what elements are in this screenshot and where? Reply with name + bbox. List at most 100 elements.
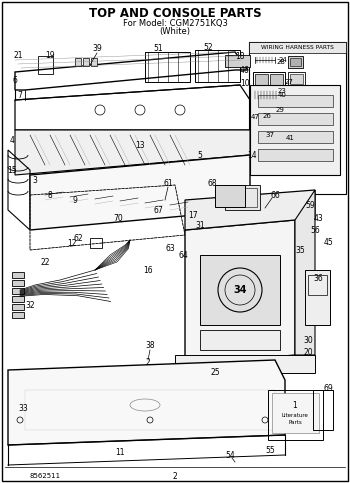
Text: 21: 21: [13, 51, 23, 59]
Bar: [258, 113, 333, 125]
Bar: [287, 120, 305, 134]
Polygon shape: [15, 130, 250, 175]
Text: Parts: Parts: [288, 420, 302, 425]
Text: 14: 14: [247, 151, 257, 159]
Text: 8562511: 8562511: [30, 473, 61, 479]
Bar: [268, 390, 323, 440]
Bar: [200, 330, 280, 350]
Text: 9: 9: [72, 196, 77, 204]
Text: 69: 69: [323, 384, 333, 393]
Text: 24: 24: [279, 57, 287, 63]
Text: 13: 13: [135, 141, 145, 150]
Bar: [215, 185, 245, 207]
Text: 20: 20: [303, 347, 313, 356]
Bar: [305, 270, 330, 325]
Text: 1: 1: [293, 400, 297, 410]
Bar: [12, 288, 24, 294]
Text: 47: 47: [251, 114, 259, 120]
Bar: [255, 105, 273, 114]
Bar: [38, 56, 53, 74]
Text: 45: 45: [323, 238, 333, 246]
Text: 26: 26: [262, 113, 272, 119]
Text: 41: 41: [286, 135, 294, 141]
Bar: [288, 72, 305, 86]
Bar: [75, 58, 81, 66]
Text: 30: 30: [303, 336, 313, 344]
Polygon shape: [185, 220, 295, 365]
Bar: [289, 122, 303, 132]
Bar: [253, 91, 277, 99]
Text: 23: 23: [278, 88, 286, 94]
Bar: [290, 58, 301, 66]
Bar: [200, 255, 280, 325]
Text: 46: 46: [240, 66, 250, 74]
Bar: [12, 272, 24, 278]
Bar: [225, 55, 250, 67]
Text: (White): (White): [160, 27, 190, 35]
Bar: [228, 188, 257, 207]
Bar: [313, 390, 333, 430]
Text: 7: 7: [18, 90, 22, 99]
Text: 35: 35: [295, 245, 305, 255]
Bar: [255, 74, 268, 90]
Text: 17: 17: [188, 211, 198, 219]
Bar: [12, 280, 24, 286]
Text: 2: 2: [146, 357, 150, 367]
Text: 3: 3: [33, 175, 37, 185]
Text: 5: 5: [197, 151, 202, 159]
Bar: [249, 42, 346, 194]
Text: 32: 32: [25, 300, 35, 310]
Bar: [288, 56, 303, 68]
Text: 2: 2: [173, 471, 177, 481]
Bar: [25, 390, 275, 430]
Text: 28: 28: [276, 59, 286, 65]
Text: 56: 56: [310, 226, 320, 235]
Text: 27: 27: [285, 79, 293, 85]
Bar: [272, 122, 282, 129]
Polygon shape: [295, 190, 315, 355]
Text: 43: 43: [313, 213, 323, 223]
Bar: [272, 393, 319, 433]
Bar: [195, 50, 240, 82]
Bar: [270, 120, 284, 131]
Text: 36: 36: [313, 273, 323, 283]
Bar: [258, 149, 333, 161]
Text: 37: 37: [266, 132, 274, 138]
Bar: [253, 103, 275, 116]
Text: 34: 34: [233, 285, 247, 295]
Text: 6: 6: [13, 75, 18, 85]
Bar: [258, 131, 333, 143]
Text: 64: 64: [178, 251, 188, 259]
Text: 51: 51: [153, 43, 163, 53]
Bar: [175, 355, 315, 373]
Text: For Model: CGM2751KQ3: For Model: CGM2751KQ3: [122, 18, 228, 28]
Bar: [12, 312, 24, 318]
Bar: [258, 95, 333, 107]
Text: 54: 54: [225, 451, 235, 459]
Bar: [270, 74, 283, 90]
Bar: [91, 58, 97, 66]
Text: 62: 62: [73, 233, 83, 242]
Polygon shape: [185, 190, 315, 230]
Text: 29: 29: [275, 107, 285, 113]
Bar: [290, 74, 303, 84]
Polygon shape: [8, 360, 285, 445]
Bar: [308, 275, 327, 295]
Text: 63: 63: [165, 243, 175, 253]
Text: 11: 11: [115, 448, 125, 456]
Bar: [253, 72, 285, 92]
Text: 12: 12: [67, 239, 77, 247]
Text: 67: 67: [153, 205, 163, 214]
Text: TOP AND CONSOLE PARTS: TOP AND CONSOLE PARTS: [89, 6, 261, 19]
Polygon shape: [250, 85, 340, 175]
Bar: [12, 296, 24, 302]
Text: 22: 22: [40, 257, 50, 267]
Text: 55: 55: [265, 445, 275, 455]
Text: 40: 40: [278, 92, 286, 98]
Text: 68: 68: [207, 179, 217, 187]
Text: 33: 33: [18, 403, 28, 412]
Text: WIRING HARNESS PARTS: WIRING HARNESS PARTS: [260, 45, 334, 50]
Bar: [12, 304, 24, 310]
Text: 10: 10: [240, 79, 250, 87]
Text: 39: 39: [92, 43, 102, 53]
